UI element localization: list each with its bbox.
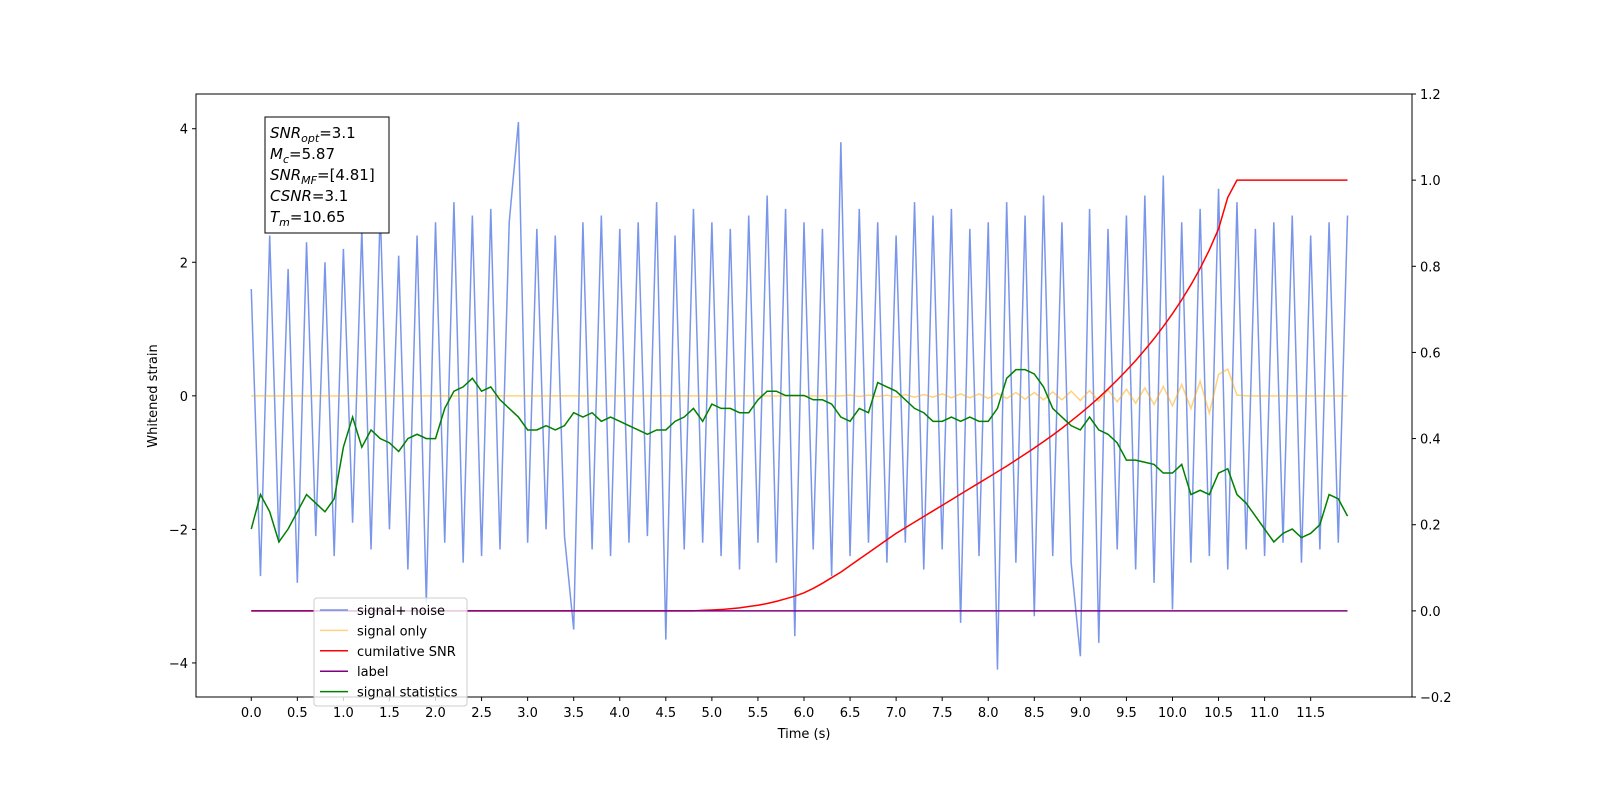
x-tick-label: 4.5 bbox=[655, 706, 676, 721]
y2-tick-label: 0.6 bbox=[1420, 346, 1441, 361]
x-tick-label: 5.0 bbox=[702, 706, 723, 721]
x-tick-label: 9.0 bbox=[1070, 706, 1091, 721]
annotation-text: CSNR=3.1 bbox=[270, 187, 348, 205]
x-tick-label: 8.5 bbox=[1024, 706, 1045, 721]
series-line bbox=[250, 368, 1349, 544]
legend-label: label bbox=[357, 665, 388, 680]
y-tick-label: 4 bbox=[180, 123, 188, 138]
annotation-text: SNRopt=3.1 bbox=[270, 124, 356, 145]
y2-tick-label: −0.2 bbox=[1420, 691, 1452, 706]
y2-tick-label: 1.0 bbox=[1420, 174, 1441, 189]
annotation-text: Tm=10.65 bbox=[270, 208, 345, 229]
annotation-text: Mc=5.87 bbox=[270, 145, 335, 166]
legend-label: signal only bbox=[357, 624, 427, 639]
annotation-box bbox=[264, 116, 390, 234]
x-tick-label: 2.5 bbox=[471, 706, 492, 721]
annotation-symbol: SNR bbox=[270, 124, 301, 142]
x-axis-label: Time (s) bbox=[777, 727, 831, 742]
x-tick-label: 7.5 bbox=[932, 706, 953, 721]
legend-label: signal+ noise bbox=[357, 604, 445, 619]
y-axis-label: Whitened strain bbox=[146, 344, 161, 447]
x-tick-label: 6.0 bbox=[794, 706, 815, 721]
annotation-symbol: SNR bbox=[270, 166, 301, 184]
y-tick-label: −2 bbox=[169, 523, 188, 538]
x-tick-label: 2.0 bbox=[425, 706, 446, 721]
annotation-subscript: MF bbox=[301, 174, 317, 187]
annotation-symbol: M bbox=[270, 145, 283, 163]
legend-label: cumilative SNR bbox=[357, 645, 456, 660]
x-tick-label: 1.5 bbox=[379, 706, 400, 721]
x-tick-label: 3.5 bbox=[563, 706, 584, 721]
x-tick-label: 3.0 bbox=[517, 706, 538, 721]
x-tick-label: 6.5 bbox=[840, 706, 861, 721]
x-tick-label: 11.5 bbox=[1296, 706, 1325, 721]
x-tick-label: 9.5 bbox=[1116, 706, 1137, 721]
x-tick-label: 4.0 bbox=[609, 706, 630, 721]
annotation-value: =3.1 bbox=[312, 187, 348, 205]
y-tick-label: 2 bbox=[180, 256, 188, 271]
x-tick-label: 7.0 bbox=[886, 706, 907, 721]
legend-box bbox=[313, 597, 468, 707]
x-tick-label: 10.0 bbox=[1158, 706, 1187, 721]
y2-tick-label: 0.2 bbox=[1420, 519, 1441, 534]
annotation-subscript: m bbox=[279, 216, 290, 229]
annotation-symbol: CSNR bbox=[270, 187, 312, 205]
y2-tick-label: 0.4 bbox=[1420, 433, 1441, 448]
legend-label: signal statistics bbox=[357, 686, 458, 701]
x-tick-label: 5.5 bbox=[748, 706, 769, 721]
x-tick-label: 11.0 bbox=[1250, 706, 1279, 721]
y2-tick-label: 0.0 bbox=[1420, 605, 1441, 620]
annotation-value: =10.65 bbox=[290, 208, 346, 226]
annotation-text: SNRMF=[4.81] bbox=[270, 166, 375, 187]
y-tick-label: −4 bbox=[169, 657, 188, 672]
x-tick-label: 10.5 bbox=[1204, 706, 1233, 721]
annotation-value: =5.87 bbox=[289, 145, 335, 163]
annotation-value: =[4.81] bbox=[317, 166, 375, 184]
annotation-subscript: c bbox=[283, 153, 289, 166]
annotation-subscript: opt bbox=[301, 132, 320, 145]
x-tick-label: 0.0 bbox=[241, 706, 262, 721]
x-tick-label: 1.0 bbox=[333, 706, 354, 721]
y-tick-label: 0 bbox=[180, 390, 188, 405]
annotation-symbol: T bbox=[270, 208, 281, 226]
y2-tick-label: 0.8 bbox=[1420, 260, 1441, 275]
series-line bbox=[250, 121, 1349, 670]
y2-tick-label: 1.2 bbox=[1420, 88, 1441, 103]
x-tick-label: 8.0 bbox=[978, 706, 999, 721]
annotation-value: =3.1 bbox=[319, 124, 355, 142]
x-tick-label: 0.5 bbox=[287, 706, 308, 721]
